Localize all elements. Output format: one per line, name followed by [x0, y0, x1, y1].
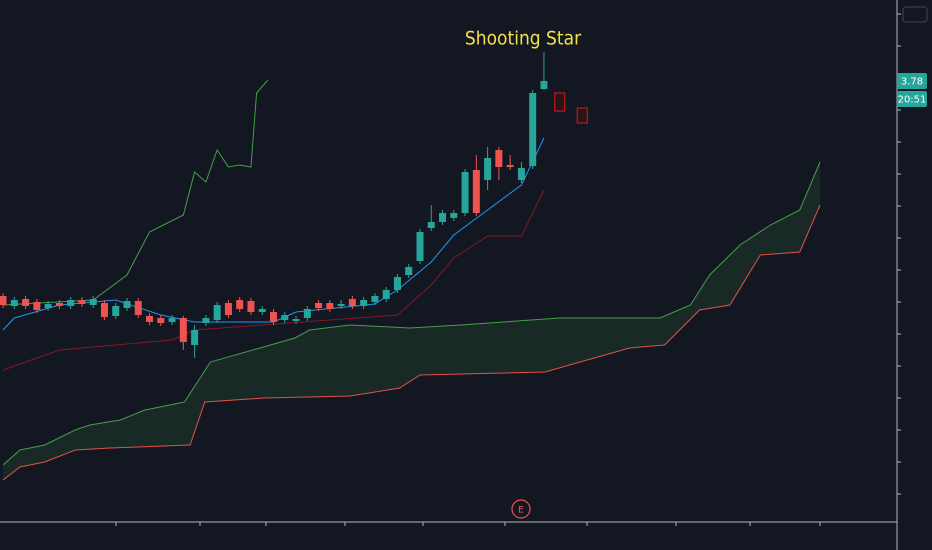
- candle-body: [269, 312, 277, 322]
- candle-body: [281, 315, 289, 320]
- candle-body: [112, 306, 120, 316]
- countdown-label: 20:51: [898, 95, 927, 106]
- candle-body: [22, 299, 30, 306]
- candle-body: [484, 158, 492, 180]
- candle-body: [416, 232, 424, 261]
- candle-body: [450, 213, 458, 218]
- candle-body: [89, 299, 97, 305]
- projection-box: [576, 107, 588, 124]
- event-circle[interactable]: [511, 499, 531, 519]
- candle-body: [393, 277, 401, 290]
- price-label-box: [897, 73, 927, 89]
- candle-body: [517, 168, 525, 180]
- candle-body: [168, 318, 176, 322]
- cloud: [3, 162, 821, 480]
- candle-body: [123, 301, 131, 308]
- indicator-line: [2, 204, 821, 481]
- candle-body: [44, 304, 52, 308]
- candle-body: [360, 300, 368, 306]
- event-marker: E: [518, 506, 524, 516]
- price-labels: 3.78 20:51: [897, 73, 927, 107]
- candle-body: [303, 309, 311, 318]
- candle-body: [315, 303, 323, 308]
- countdown-box: [897, 91, 927, 107]
- indicator-line: [3, 79, 269, 306]
- candle-body: [495, 150, 503, 167]
- candle-body: [258, 309, 266, 312]
- candle-body: [405, 267, 413, 275]
- pattern-annotation: Shooting Star: [465, 28, 582, 50]
- candle-body: [134, 301, 142, 315]
- candle-body: [224, 303, 232, 315]
- projection-box: [554, 92, 566, 112]
- candle-body: [191, 330, 199, 345]
- candle-body: [213, 305, 221, 320]
- plot: [0, 52, 821, 481]
- candle-body: [146, 316, 154, 322]
- candle-body: [439, 213, 447, 222]
- candle-body: [0, 296, 7, 305]
- candle-body: [382, 290, 390, 299]
- candle-body: [348, 299, 356, 306]
- indicator-line: [2, 137, 545, 331]
- candle-body: [179, 318, 187, 342]
- candle-body: [292, 319, 300, 321]
- indicator-line: [2, 189, 545, 371]
- candle-body: [427, 222, 435, 228]
- candle-body: [326, 303, 334, 309]
- candle-body: [236, 300, 244, 309]
- candle-body: [472, 170, 480, 213]
- candle-body: [55, 303, 63, 306]
- time-axis-ticks: [115, 522, 821, 526]
- settings-button[interactable]: [902, 6, 928, 23]
- indicator-line: [2, 161, 821, 466]
- candle-body: [461, 172, 469, 213]
- candle-body: [247, 301, 255, 312]
- candle-body: [78, 300, 86, 304]
- candle-body: [529, 93, 537, 166]
- candle-body: [371, 296, 379, 302]
- candle-body: [157, 318, 165, 323]
- candle-body: [202, 318, 210, 323]
- candle-body: [100, 303, 108, 317]
- price-label: 3.78: [901, 77, 923, 88]
- candle-body: [33, 302, 41, 310]
- candle-body: [67, 300, 75, 306]
- candle-body: [10, 300, 18, 306]
- candle-body: [506, 165, 514, 167]
- candle-body: [540, 81, 548, 89]
- candle-body: [337, 304, 345, 306]
